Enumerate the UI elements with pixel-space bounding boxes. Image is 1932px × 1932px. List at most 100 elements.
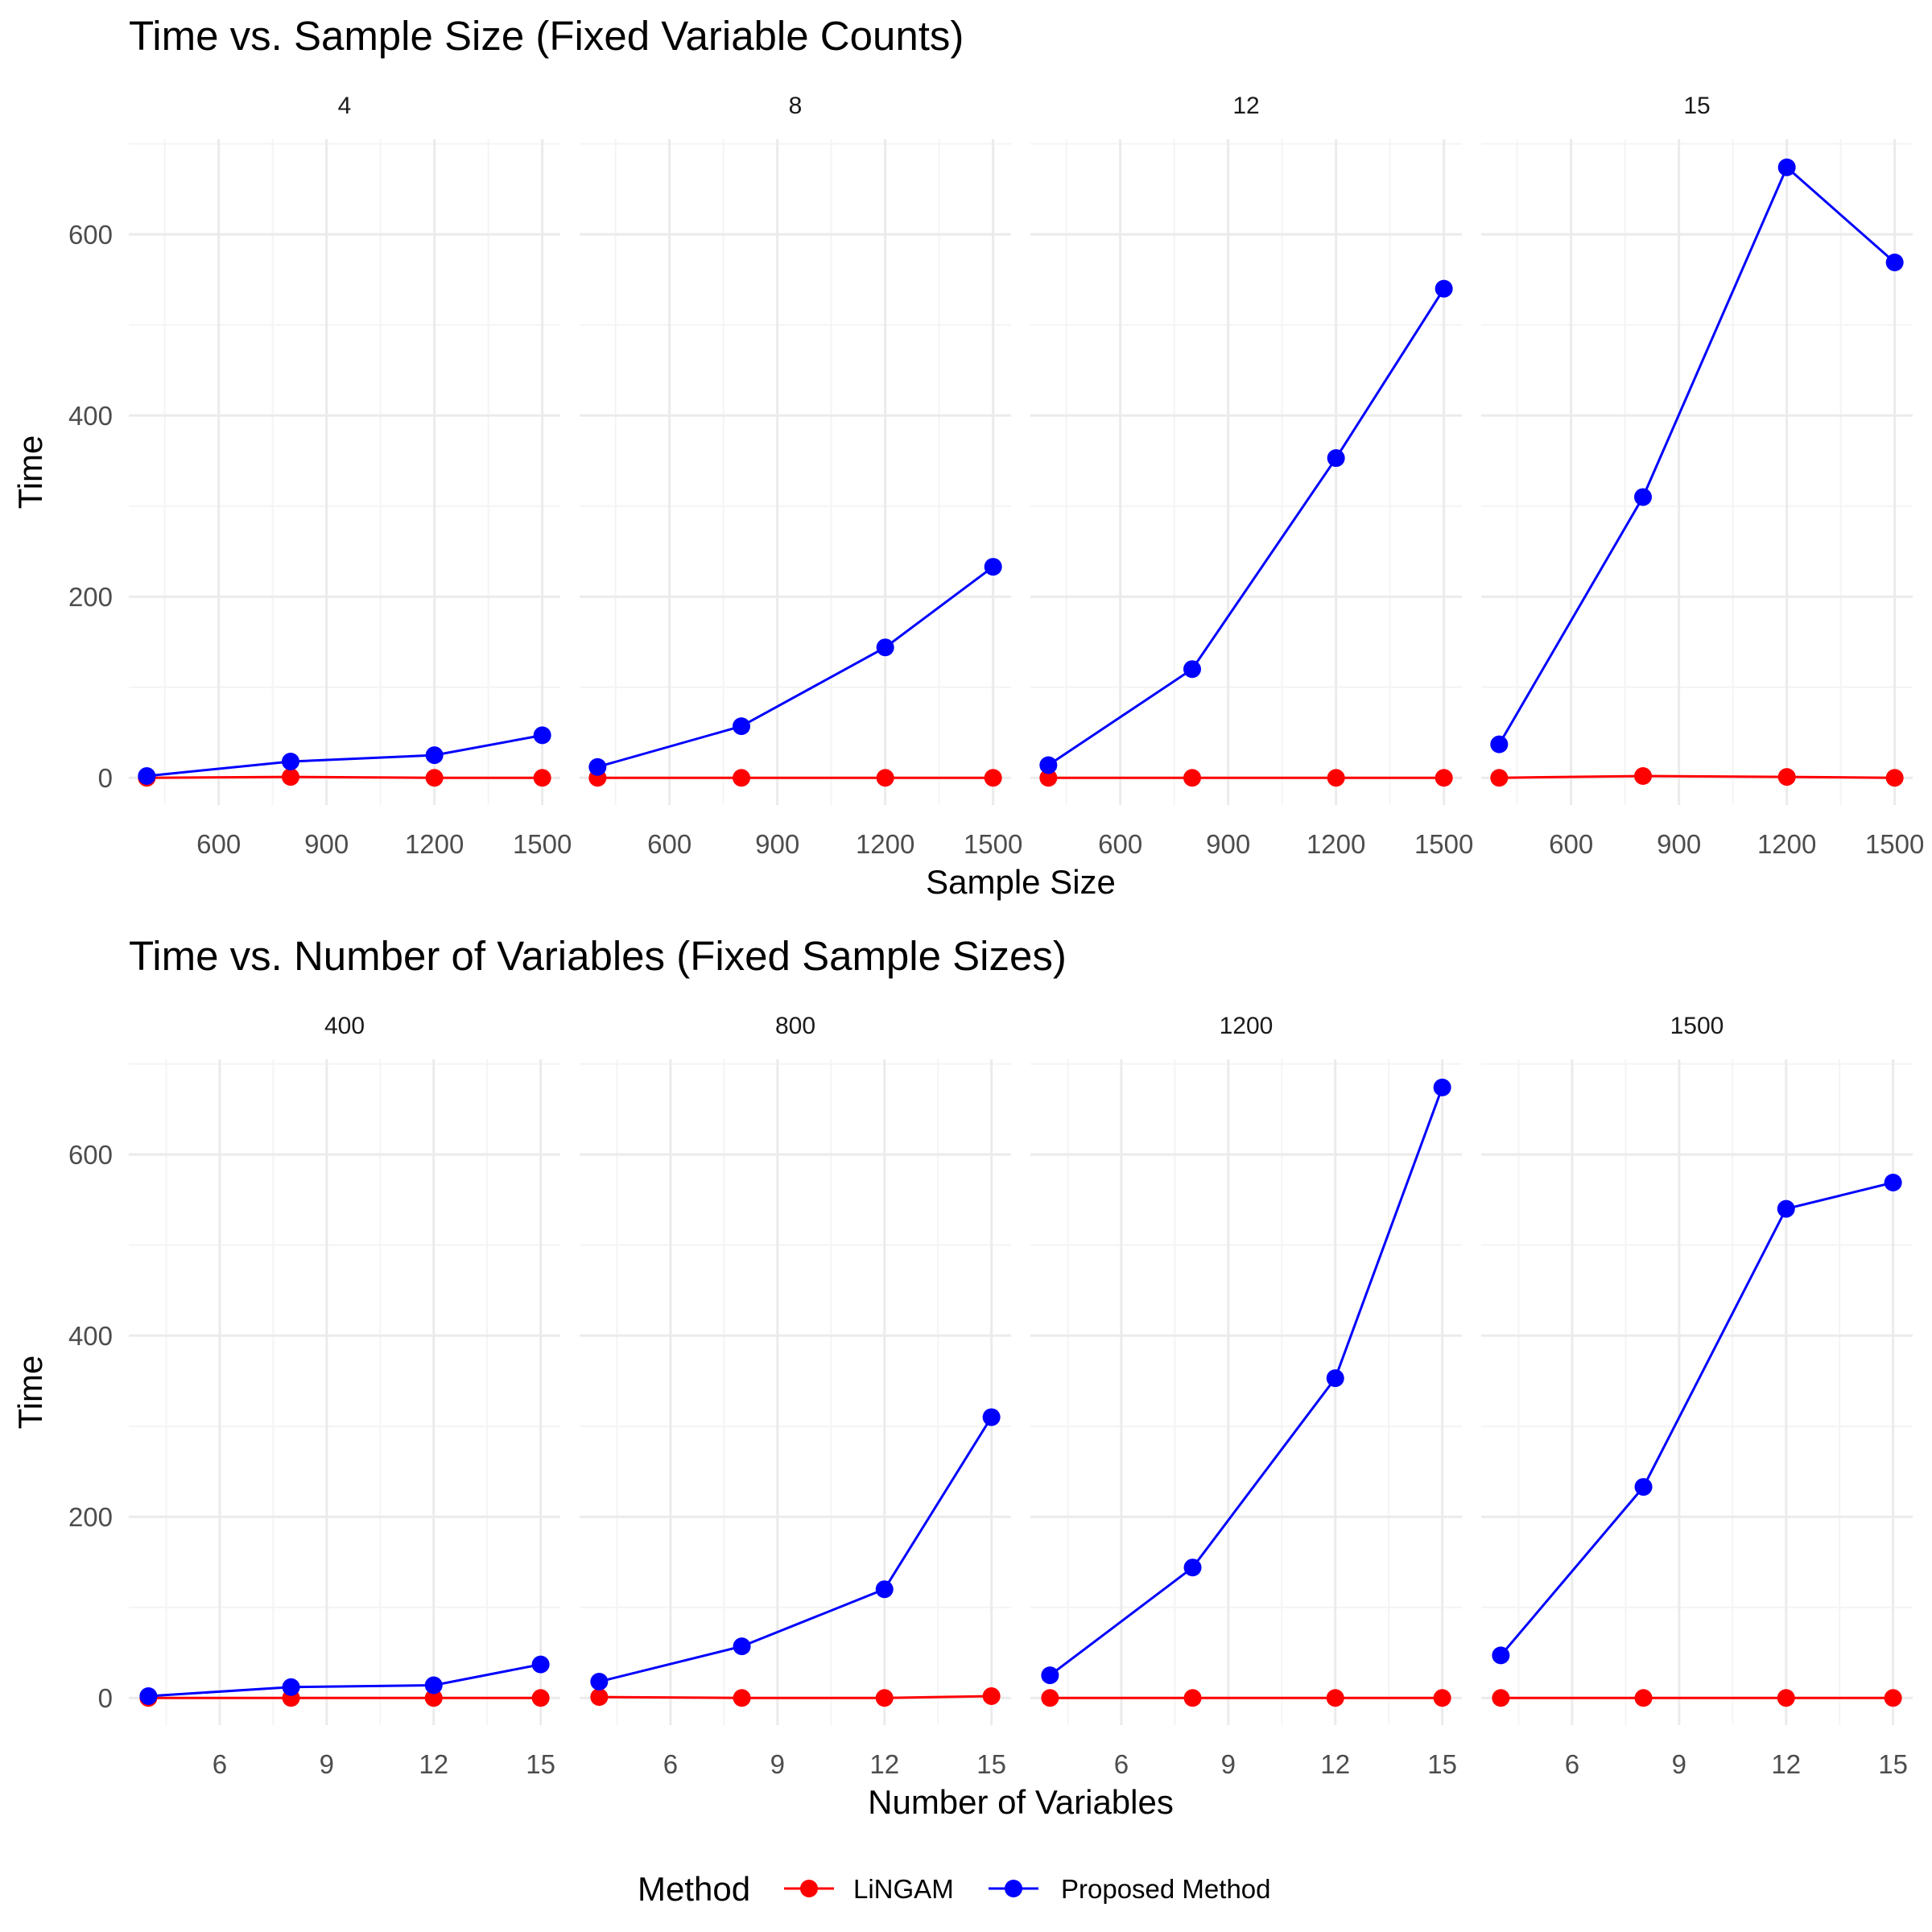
- data-point-proposed-method: [1492, 1646, 1510, 1665]
- x-tick-label: 1500: [964, 829, 1022, 859]
- data-point-lingam: [1039, 769, 1058, 787]
- data-point-proposed-method: [282, 752, 299, 770]
- data-point-lingam: [1433, 1689, 1451, 1707]
- data-point-proposed-method: [982, 1408, 1001, 1426]
- x-tick-label: 12: [869, 1749, 899, 1779]
- y-tick-label: 200: [68, 1502, 113, 1532]
- data-point-proposed-method: [588, 758, 607, 776]
- data-point-lingam: [1041, 1689, 1059, 1707]
- x-tick-label: 1200: [856, 829, 914, 859]
- y-axis-title: Time: [11, 436, 49, 510]
- series-line-proposed-method: [1500, 1181, 1893, 1657]
- y-tick-label: 400: [68, 1321, 113, 1351]
- facet-label: 4: [338, 93, 352, 119]
- data-point-lingam: [1326, 1689, 1344, 1707]
- data-point-proposed-method: [1435, 279, 1453, 298]
- x-tick-label: 600: [647, 829, 691, 859]
- x-tick-label: 900: [755, 829, 799, 859]
- x-tick-label: 1500: [1414, 829, 1473, 859]
- series-line-proposed-method: [1047, 287, 1445, 766]
- legend-item-label: LiNGAM: [853, 1874, 954, 1904]
- data-point-lingam: [531, 1689, 550, 1707]
- x-tick-label: 600: [196, 829, 241, 859]
- x-tick-label: 1200: [405, 829, 464, 859]
- y-tick-label: 0: [98, 1683, 113, 1713]
- data-point-lingam: [982, 1686, 1001, 1705]
- facet-label: 12: [1232, 93, 1259, 119]
- x-tick-label: 6: [213, 1749, 227, 1779]
- data-point-proposed-method: [590, 1672, 609, 1690]
- data-point-lingam: [1183, 769, 1201, 787]
- data-point-proposed-method: [876, 638, 894, 657]
- x-tick-label: 15: [1427, 1749, 1457, 1779]
- data-point-proposed-method: [1884, 1174, 1902, 1192]
- x-tick-label: 900: [304, 829, 349, 859]
- data-point-lingam: [1435, 769, 1453, 787]
- data-point-proposed-method: [1326, 1369, 1344, 1388]
- x-tick-label: 600: [1098, 829, 1142, 859]
- x-tick-label: 900: [1206, 829, 1250, 859]
- data-point-lingam: [282, 768, 299, 786]
- x-tick-label: 9: [1672, 1749, 1686, 1779]
- data-point-proposed-method: [1039, 756, 1058, 774]
- x-tick-label: 12: [419, 1749, 448, 1779]
- x-axis-title: Sample Size: [926, 863, 1116, 901]
- series-line-lingam: [1499, 774, 1895, 779]
- data-point-proposed-method: [1327, 449, 1345, 468]
- data-point-lingam: [1777, 1689, 1795, 1707]
- facet-label: 400: [324, 1013, 365, 1039]
- facet-label: 8: [789, 93, 803, 119]
- data-point-proposed-method: [733, 717, 750, 736]
- data-point-proposed-method: [1183, 660, 1201, 679]
- data-point-lingam: [1634, 1689, 1653, 1707]
- x-tick-label: 12: [1771, 1749, 1801, 1779]
- legend-key-point: [800, 1880, 818, 1897]
- data-point-lingam: [425, 769, 444, 787]
- data-point-lingam: [590, 1688, 609, 1707]
- x-tick-label: 1200: [1307, 829, 1365, 859]
- x-tick-label: 1500: [1865, 829, 1924, 859]
- data-point-lingam: [1183, 1689, 1202, 1707]
- y-tick-label: 400: [68, 401, 113, 431]
- series-line-proposed-method: [148, 1663, 541, 1698]
- legend-item-label: Proposed Method: [1061, 1874, 1271, 1904]
- data-point-lingam: [1492, 1689, 1510, 1707]
- x-tick-label: 6: [1565, 1749, 1579, 1779]
- x-tick-label: 600: [1549, 829, 1593, 859]
- series-line-proposed-method: [1049, 1087, 1444, 1677]
- data-point-lingam: [1885, 769, 1904, 787]
- data-point-proposed-method: [733, 1637, 751, 1656]
- data-point-proposed-method: [1433, 1078, 1451, 1096]
- data-point-proposed-method: [531, 1655, 550, 1674]
- y-tick-label: 600: [68, 1140, 113, 1170]
- data-point-proposed-method: [1490, 735, 1509, 753]
- data-point-lingam: [533, 769, 551, 787]
- legend-key-point: [1005, 1880, 1022, 1897]
- data-point-lingam: [1634, 766, 1652, 785]
- x-tick-label: 12: [1320, 1749, 1350, 1779]
- data-point-proposed-method: [424, 1676, 443, 1695]
- data-point-lingam: [875, 1689, 894, 1707]
- data-point-lingam: [1777, 768, 1796, 786]
- data-point-proposed-method: [1777, 1199, 1795, 1218]
- facet-label: 800: [775, 1013, 815, 1039]
- x-tick-label: 1500: [513, 829, 572, 859]
- facet-label: 15: [1683, 93, 1710, 119]
- series-line-lingam: [599, 1695, 992, 1699]
- data-point-proposed-method: [1183, 1558, 1202, 1577]
- x-tick-label: 15: [1878, 1749, 1908, 1779]
- data-point-proposed-method: [139, 1686, 158, 1705]
- data-point-proposed-method: [984, 558, 1002, 576]
- x-tick-label: 9: [320, 1749, 334, 1779]
- y-tick-label: 0: [98, 763, 113, 793]
- x-tick-label: 15: [976, 1749, 1006, 1779]
- data-point-proposed-method: [138, 766, 156, 785]
- series-line-proposed-method: [597, 565, 994, 769]
- y-tick-label: 600: [68, 220, 113, 250]
- series-line-proposed-method: [599, 1416, 993, 1683]
- data-point-lingam: [733, 769, 750, 787]
- data-point-proposed-method: [1041, 1666, 1059, 1685]
- facet-label: 1200: [1220, 1013, 1274, 1039]
